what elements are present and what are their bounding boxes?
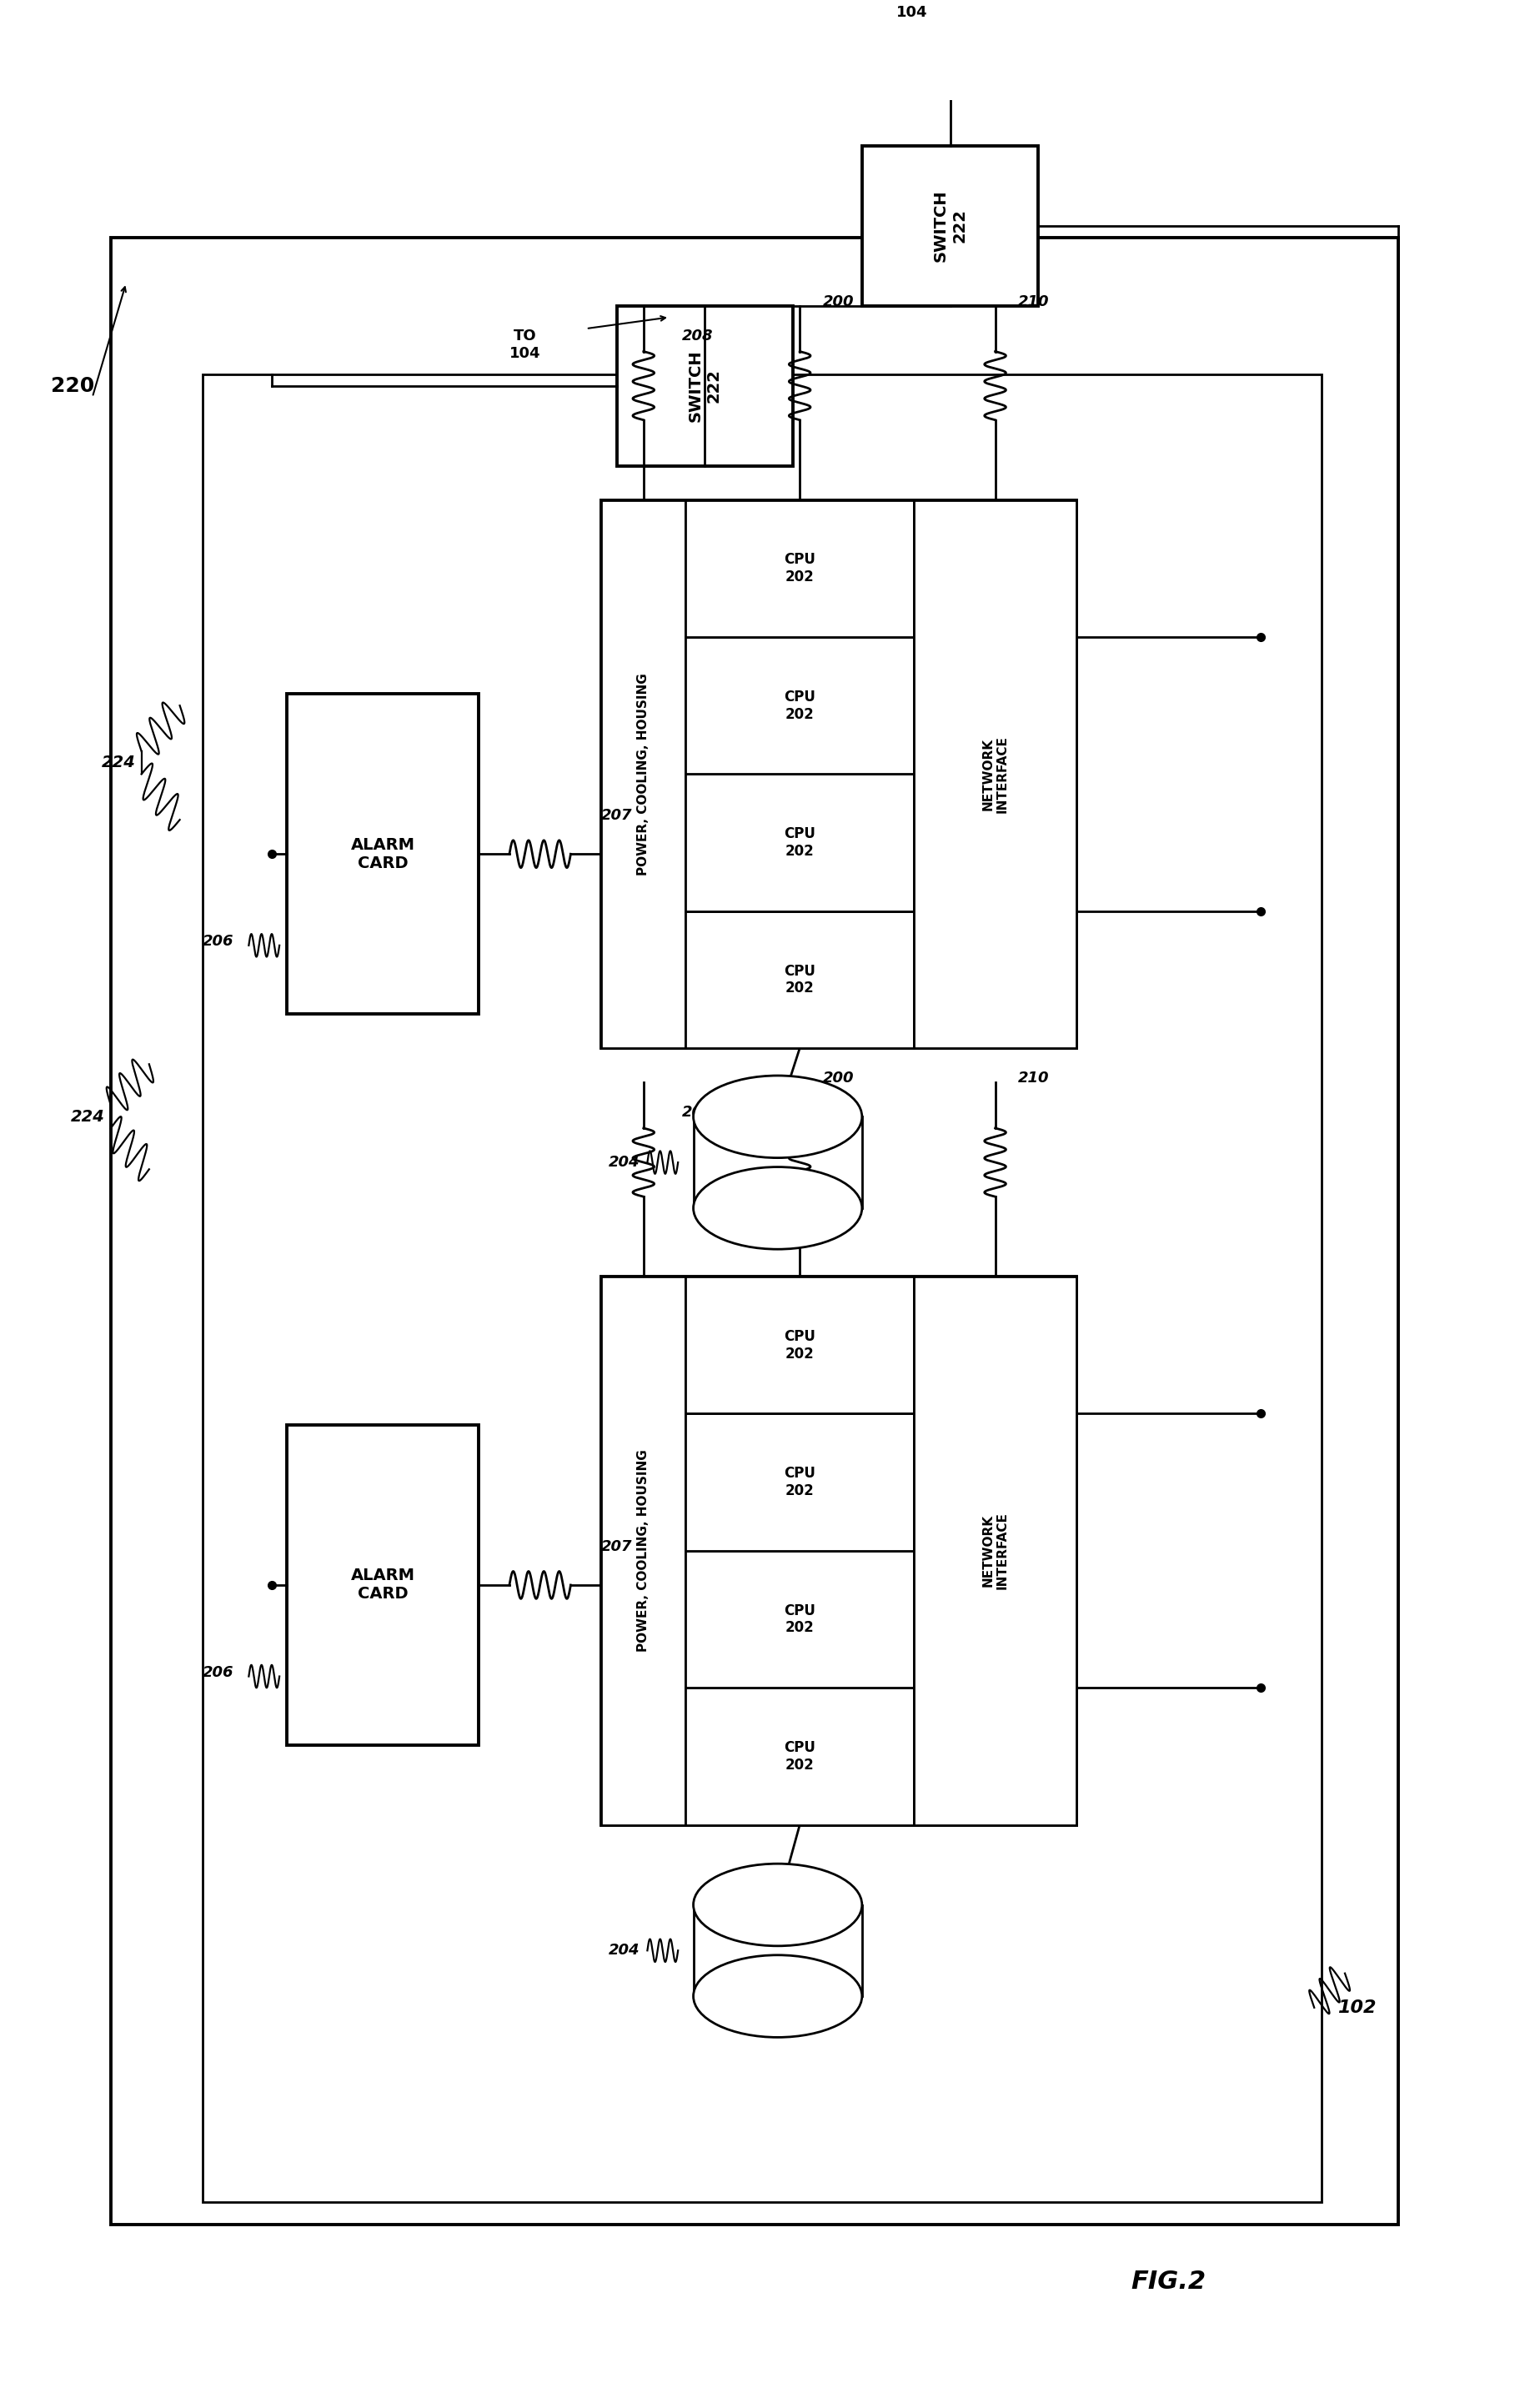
Bar: [693, 1118, 862, 1208]
Bar: [601, 1278, 685, 1824]
Text: SWITCH
222: SWITCH 222: [688, 349, 722, 423]
Text: 224: 224: [71, 1108, 105, 1125]
Bar: [862, 146, 1038, 306]
Text: POWER, COOLING, HOUSING: POWER, COOLING, HOUSING: [638, 1450, 650, 1652]
Text: CPU
202: CPU 202: [784, 1330, 816, 1361]
Text: CPU
202: CPU 202: [784, 690, 816, 721]
Bar: [286, 1426, 479, 1746]
Text: CPU
202: CPU 202: [784, 1466, 816, 1497]
Bar: [685, 1278, 913, 1414]
Text: 207: 207: [601, 807, 633, 824]
Text: ALARM
CARD: ALARM CARD: [351, 1569, 414, 1602]
Text: CPU
202: CPU 202: [784, 1602, 816, 1636]
Text: NETWORK
INTERFACE: NETWORK INTERFACE: [981, 1512, 1009, 1590]
Bar: [286, 695, 479, 1015]
Text: 207: 207: [601, 1540, 633, 1555]
Bar: [913, 1278, 1076, 1824]
Text: CPU
202: CPU 202: [784, 826, 816, 860]
Bar: [111, 236, 1398, 2226]
Text: 102: 102: [1337, 1999, 1377, 2015]
Text: 200: 200: [822, 1070, 855, 1087]
Text: CPU
202: CPU 202: [784, 552, 816, 585]
Bar: [693, 1906, 862, 1996]
Text: POWER, COOLING, HOUSING: POWER, COOLING, HOUSING: [638, 673, 650, 876]
Text: FIG.2: FIG.2: [1130, 2269, 1206, 2295]
Bar: [685, 912, 913, 1048]
Text: 206: 206: [202, 934, 234, 948]
Text: CPU
202: CPU 202: [784, 1741, 816, 1772]
Bar: [685, 1414, 913, 1550]
Bar: [601, 499, 685, 1048]
Ellipse shape: [693, 1075, 862, 1158]
Bar: [616, 306, 793, 466]
Bar: [913, 499, 1076, 1048]
Bar: [601, 499, 1076, 1048]
Bar: [685, 1550, 913, 1688]
Text: 210: 210: [1018, 1070, 1049, 1087]
Text: SWITCH
222: SWITCH 222: [933, 189, 967, 263]
Text: 208: 208: [682, 330, 713, 344]
Ellipse shape: [693, 1168, 862, 1249]
Bar: [203, 375, 1321, 2202]
Text: 210: 210: [1018, 294, 1049, 308]
Bar: [685, 1688, 913, 1824]
Ellipse shape: [693, 1863, 862, 1946]
Text: 208: 208: [682, 1106, 713, 1120]
Ellipse shape: [693, 1956, 862, 2037]
Text: 224: 224: [102, 755, 136, 771]
Text: 200: 200: [822, 294, 855, 308]
Text: CPU
202: CPU 202: [784, 962, 816, 996]
Bar: [685, 774, 913, 912]
Bar: [685, 638, 913, 774]
Bar: [685, 499, 913, 638]
Text: TO
104: TO 104: [510, 330, 541, 361]
Bar: [601, 1278, 1076, 1824]
Text: 220: 220: [51, 375, 94, 396]
Text: ALARM
CARD: ALARM CARD: [351, 836, 414, 872]
Text: 206: 206: [202, 1664, 234, 1679]
Text: 204: 204: [608, 1156, 639, 1170]
Text: 204: 204: [608, 1944, 639, 1958]
Text: NETWORK
INTERFACE: NETWORK INTERFACE: [981, 736, 1009, 812]
Text: TO
104: TO 104: [896, 0, 927, 19]
